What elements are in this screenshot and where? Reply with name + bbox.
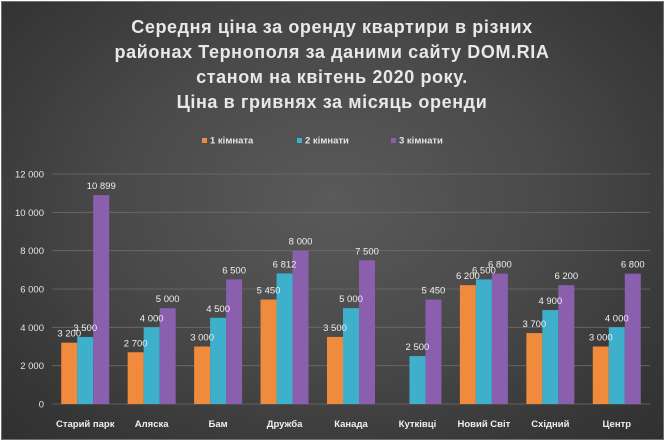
bar <box>292 250 309 404</box>
data-label: 3 500 <box>73 323 97 334</box>
chart-legend: 1 кімната 2 кімнати 3 кімнати <box>202 136 443 147</box>
bar <box>343 308 359 404</box>
chart-bars <box>61 195 641 404</box>
data-label: 5 450 <box>422 286 446 297</box>
data-label: 8 000 <box>289 237 313 248</box>
data-label: 10 899 <box>87 181 116 192</box>
x-tick-label: Канада <box>334 419 368 430</box>
bar <box>143 327 160 404</box>
data-label: 6 200 <box>554 271 578 282</box>
chart-title-line-4: Ціна в гривнях за місяць оренди <box>177 92 488 112</box>
bar <box>77 336 94 404</box>
data-label: 6 812 <box>273 259 297 270</box>
legend-swatch <box>391 138 396 143</box>
bar <box>226 279 243 404</box>
bar <box>127 352 144 404</box>
data-label: 6 800 <box>488 260 512 271</box>
chart-title-line-1: Середня ціна за оренду квартири в різних <box>131 17 533 37</box>
legend-label: 3 кімнати <box>399 136 443 147</box>
bar <box>260 299 277 404</box>
data-label: 2 500 <box>406 342 430 353</box>
data-label: 5 000 <box>339 294 363 305</box>
data-label: 4 000 <box>140 313 164 324</box>
x-tick-label: Старий парк <box>56 419 115 430</box>
x-tick-label: Новий Світ <box>457 419 510 430</box>
data-label: 6 500 <box>472 265 496 276</box>
data-label: 7 500 <box>355 246 379 257</box>
legend-swatch <box>202 138 207 143</box>
chart-title-line-3: станом на квітень 2020 року. <box>196 67 468 87</box>
y-tick-label: 8 000 <box>20 246 44 257</box>
chart-title-line-2: районах Тернополя за даними сайту DOM.RI… <box>115 42 550 62</box>
data-label: 3 700 <box>522 319 546 330</box>
bar <box>475 279 492 404</box>
legend-swatch <box>297 138 302 143</box>
data-label: 3 200 <box>57 329 81 340</box>
data-label: 3 000 <box>190 333 214 344</box>
legend-label: 1 кімната <box>210 136 254 147</box>
bar <box>526 333 543 404</box>
bar <box>276 273 293 404</box>
y-tick-label: 6 000 <box>20 285 44 296</box>
chart-title: Середня ціна за оренду квартири в різних… <box>115 17 550 112</box>
bar <box>592 346 609 404</box>
bar <box>327 336 343 404</box>
y-tick-label: 2 000 <box>20 361 44 372</box>
y-tick-label: 12 000 <box>15 170 44 181</box>
bar <box>542 310 559 404</box>
bar <box>491 273 508 404</box>
bar <box>194 346 211 404</box>
x-tick-label: Кутківці <box>399 419 437 430</box>
bar <box>359 260 375 404</box>
x-tick-label: Аляска <box>135 419 169 430</box>
y-tick-label: 10 000 <box>15 208 44 219</box>
bar <box>210 317 227 404</box>
bar <box>425 299 442 404</box>
data-label: 3 000 <box>589 333 613 344</box>
data-label: 6 500 <box>222 265 246 276</box>
bar <box>93 195 110 404</box>
x-axis: Старий парк Аляска Бам Дружба Канада Кутківці… <box>56 419 631 430</box>
bar <box>558 285 575 404</box>
x-tick-label: Дружба <box>267 419 303 430</box>
x-tick-label: Центр <box>603 419 632 430</box>
data-label: 4 500 <box>206 304 230 315</box>
data-label: 3 500 <box>323 323 347 334</box>
bar <box>624 273 641 404</box>
bar <box>409 356 426 404</box>
y-tick-label: 0 <box>39 400 44 411</box>
legend-label: 2 кімнати <box>305 136 349 147</box>
y-tick-label: 4 000 <box>20 323 44 334</box>
bar <box>608 327 625 404</box>
x-tick-label: Східний <box>531 419 569 430</box>
data-label: 4 000 <box>605 313 629 324</box>
data-label: 6 200 <box>456 271 480 282</box>
data-label: 2 700 <box>124 338 148 349</box>
data-label: 4 900 <box>538 296 562 307</box>
data-label: 5 000 <box>156 294 180 305</box>
bar <box>459 285 476 404</box>
bar <box>159 308 176 404</box>
y-axis: 0 2 000 4 000 6 000 8 000 10 000 12 000 <box>15 170 44 411</box>
data-label: 6 800 <box>621 260 645 271</box>
x-tick-label: Бам <box>209 419 228 430</box>
bar <box>61 342 78 404</box>
data-label: 5 450 <box>257 286 281 297</box>
